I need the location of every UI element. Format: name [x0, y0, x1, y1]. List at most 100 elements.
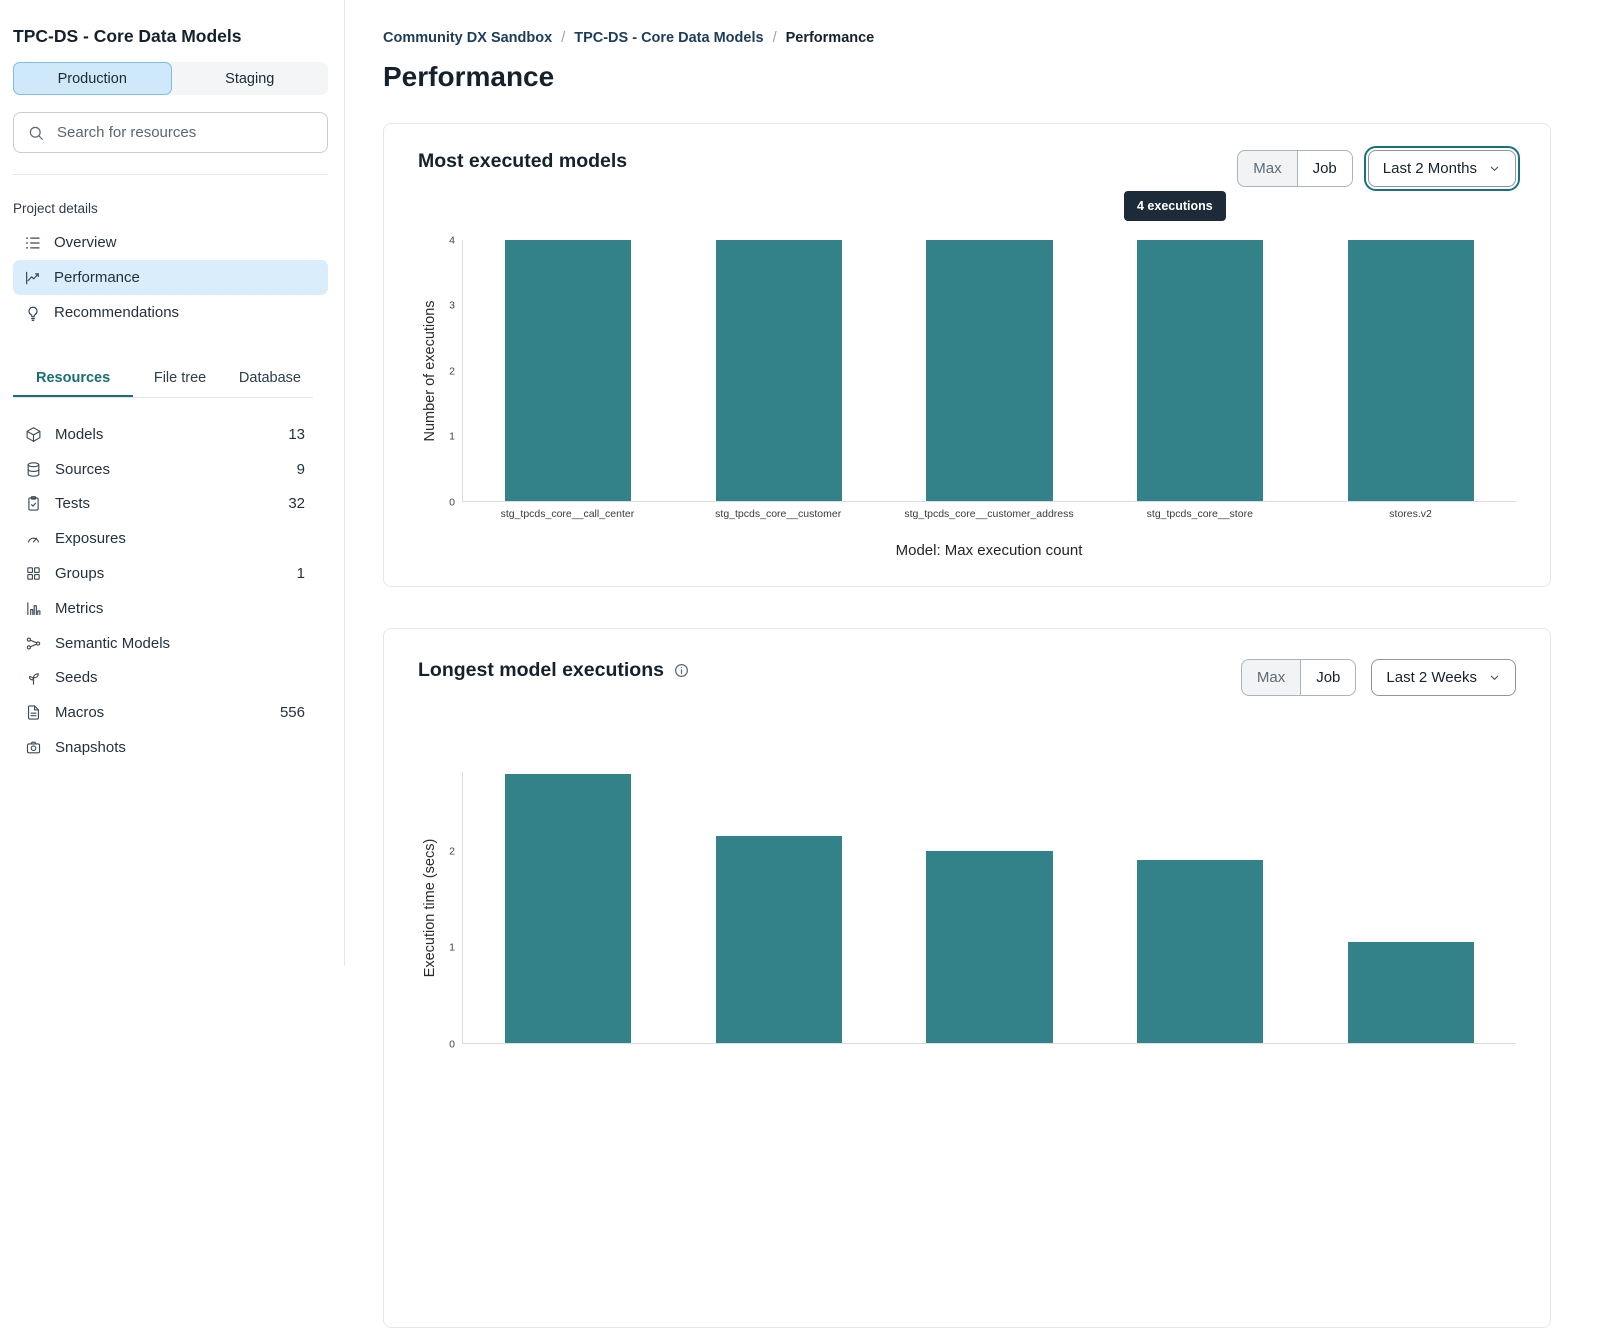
sidebar-item-label: Overview	[54, 234, 117, 251]
y-axis-ticks: 0 1 2 3 4	[442, 235, 462, 507]
breadcrumb-separator: /	[772, 30, 777, 46]
y-axis-ticks: 0 1 2	[442, 772, 462, 1049]
max-job-toggle: Max Job	[1240, 659, 1357, 696]
resource-count: 9	[296, 460, 305, 478]
bar[interactable]	[1136, 860, 1264, 1043]
resource-row-exposures[interactable]: Exposures	[13, 521, 315, 556]
job-toggle-button[interactable]: Job	[1296, 150, 1353, 187]
max-job-toggle: Max Job	[1237, 150, 1353, 187]
y-axis-label: Number of executions	[422, 300, 438, 442]
breadcrumb-separator: /	[561, 30, 566, 46]
y-tick: 0	[449, 495, 455, 508]
resource-tabs: Resources File tree Database	[13, 370, 313, 398]
x-tick-label: stg_tpcds_core__call_center	[500, 508, 635, 520]
file-text-icon	[25, 704, 42, 721]
card-longest-model-executions: Longest model executions Max Job Last 2 …	[383, 628, 1551, 1328]
resource-row-tests[interactable]: Tests 32	[13, 487, 315, 522]
tab-database[interactable]: Database	[238, 370, 301, 386]
breadcrumb: Community DX Sandbox / TPC-DS - Core Dat…	[383, 30, 1621, 46]
time-range-dropdown[interactable]: Last 2 Weeks	[1371, 659, 1516, 696]
search-icon	[27, 124, 45, 142]
plot-area	[462, 240, 1516, 502]
divider	[13, 174, 328, 175]
chevron-down-icon	[1488, 671, 1501, 684]
main-content: Community DX Sandbox / TPC-DS - Core Dat…	[345, 0, 1621, 1328]
bar[interactable]	[505, 773, 632, 1043]
x-axis-title: Model: Max execution count	[895, 542, 1083, 559]
card-most-executed-models: Most executed models Max Job Last 2 Mont…	[383, 123, 1551, 587]
max-toggle-button[interactable]: Max	[1240, 659, 1301, 696]
gauge-icon	[25, 530, 42, 547]
camera-icon	[25, 739, 42, 756]
max-toggle-button[interactable]: Max	[1237, 150, 1297, 187]
bar[interactable]	[1136, 240, 1264, 501]
resource-label: Groups	[55, 565, 105, 583]
info-icon[interactable]	[673, 662, 690, 679]
list-icon	[24, 234, 42, 252]
line-chart-icon	[24, 269, 42, 287]
clipboard-check-icon	[25, 495, 42, 512]
resource-row-macros[interactable]: Macros 556	[13, 695, 315, 730]
search-input[interactable]	[55, 123, 314, 142]
resource-label: Metrics	[55, 599, 104, 617]
tab-file-tree[interactable]: File tree	[153, 370, 207, 386]
page-title: Performance	[383, 61, 555, 92]
bar[interactable]	[1347, 942, 1474, 1043]
resource-row-metrics[interactable]: Metrics	[13, 591, 315, 626]
y-tick: 0	[449, 1037, 455, 1050]
card-title: Longest model executions	[418, 659, 664, 681]
resource-row-sources[interactable]: Sources 9	[13, 452, 315, 487]
job-toggle-button[interactable]: Job	[1300, 659, 1357, 696]
resource-row-semantic-models[interactable]: Semantic Models	[13, 626, 315, 661]
y-tick: 3	[449, 299, 455, 312]
resource-count: 32	[288, 495, 305, 513]
sidebar-item-label: Recommendations	[54, 304, 180, 321]
bar[interactable]	[926, 850, 1053, 1043]
chart-tooltip: 4 executions	[1124, 191, 1226, 221]
breadcrumb-current: Performance	[785, 30, 875, 46]
x-axis-labels: stg_tpcds_core__call_center stg_tpcds_cor…	[462, 508, 1516, 520]
time-range-dropdown[interactable]: Last 2 Months	[1363, 146, 1521, 191]
breadcrumb-link-project[interactable]: TPC-DS - Core Data Models	[574, 30, 764, 46]
resource-count: 13	[288, 425, 305, 443]
plot-area	[462, 772, 1516, 1044]
chevron-down-icon	[1488, 162, 1501, 175]
sidebar-item-recommendations[interactable]: Recommendations	[13, 295, 328, 330]
x-tick-label: stores.v2	[1389, 508, 1432, 520]
longest-model-executions-chart: Execution time (secs) 0 1 2	[418, 772, 1516, 1049]
resource-label: Models	[55, 425, 104, 443]
resource-row-seeds[interactable]: Seeds	[13, 661, 315, 696]
resource-row-groups[interactable]: Groups 1	[13, 556, 315, 591]
cube-icon	[25, 426, 42, 443]
tab-resources[interactable]: Resources	[13, 370, 133, 397]
x-tick-label: stg_tpcds_core__store	[1146, 508, 1253, 520]
bar[interactable]	[715, 836, 843, 1043]
y-tick: 4	[449, 233, 455, 246]
sidebar: TPC-DS - Core Data Models Production Sta…	[0, 0, 345, 966]
sidebar-item-label: Performance	[54, 269, 140, 286]
bar[interactable]	[505, 240, 632, 501]
network-icon	[25, 635, 42, 652]
database-icon	[25, 461, 42, 478]
resource-row-models[interactable]: Models 13	[13, 417, 315, 452]
y-tick: 1	[449, 941, 455, 954]
x-tick-label: stg_tpcds_core__customer_address	[904, 508, 1074, 520]
most-executed-models-chart: Number of executions 0 1 2 3 4 stg_tpcds_cor…	[418, 235, 1516, 559]
resource-row-snapshots[interactable]: Snapshots	[13, 730, 315, 765]
resource-label: Sources	[55, 460, 111, 478]
sidebar-item-overview[interactable]: Overview	[13, 225, 328, 260]
card-title: Most executed models	[418, 150, 628, 172]
tab-production[interactable]: Production	[13, 62, 172, 95]
sidebar-item-performance[interactable]: Performance	[13, 260, 328, 295]
project-title: TPC-DS - Core Data Models	[13, 26, 242, 46]
breadcrumb-link-account[interactable]: Community DX Sandbox	[383, 30, 553, 46]
resource-label: Semantic Models	[55, 634, 171, 652]
bar[interactable]	[715, 240, 843, 501]
bar[interactable]	[926, 240, 1053, 501]
resource-list: Models 13 Sources 9 Tests 32 Exposures	[13, 417, 315, 765]
search-box	[13, 112, 328, 153]
bar[interactable]	[1347, 240, 1474, 501]
x-tick-label: stg_tpcds_core__customer	[715, 508, 842, 520]
dropdown-value: Last 2 Weeks	[1386, 669, 1477, 686]
tab-staging[interactable]: Staging	[172, 62, 329, 95]
